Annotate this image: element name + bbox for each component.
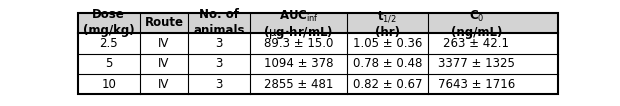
Text: 3: 3 [216, 37, 223, 50]
Text: 3: 3 [216, 78, 223, 91]
Bar [78, 74, 558, 94]
Bar [78, 33, 558, 54]
Text: No. of
animals: No. of animals [193, 8, 245, 37]
Bar [78, 13, 558, 33]
Text: t$_{\mathrm{1/2}}$: t$_{\mathrm{1/2}}$ [378, 9, 397, 24]
Text: 89.3 ± 15.0: 89.3 ± 15.0 [264, 37, 333, 50]
Text: 3377 ± 1325: 3377 ± 1325 [438, 57, 515, 70]
Text: 1.05 ± 0.36: 1.05 ± 0.36 [353, 37, 422, 50]
Text: IV: IV [158, 37, 170, 50]
Text: 0.82 ± 0.67: 0.82 ± 0.67 [353, 78, 422, 91]
Text: 5: 5 [105, 57, 112, 70]
Text: 0.78 ± 0.48: 0.78 ± 0.48 [353, 57, 422, 70]
Text: IV: IV [158, 78, 170, 91]
Text: 2.5: 2.5 [99, 37, 118, 50]
Text: (ng/mL): (ng/mL) [451, 26, 502, 39]
Text: Dose
(mg/kg): Dose (mg/kg) [83, 8, 135, 37]
Text: 2855 ± 481: 2855 ± 481 [264, 78, 333, 91]
Text: ($\mathrm{\mu}$g·hr/mL): ($\mathrm{\mu}$g·hr/mL) [264, 24, 334, 41]
Text: 1094 ± 378: 1094 ± 378 [264, 57, 334, 70]
Text: IV: IV [158, 57, 170, 70]
Text: 10: 10 [101, 78, 116, 91]
Text: C$_{\mathrm{0}}$: C$_{\mathrm{0}}$ [469, 9, 484, 24]
Bar [78, 54, 558, 74]
Text: AUC$_{\mathrm{inf}}$: AUC$_{\mathrm{inf}}$ [278, 9, 319, 24]
Text: 3: 3 [216, 57, 223, 70]
Text: Route: Route [144, 16, 184, 29]
Text: 263 ± 42.1: 263 ± 42.1 [443, 37, 509, 50]
Text: (hr): (hr) [375, 26, 400, 39]
Text: 7643 ± 1716: 7643 ± 1716 [438, 78, 515, 91]
